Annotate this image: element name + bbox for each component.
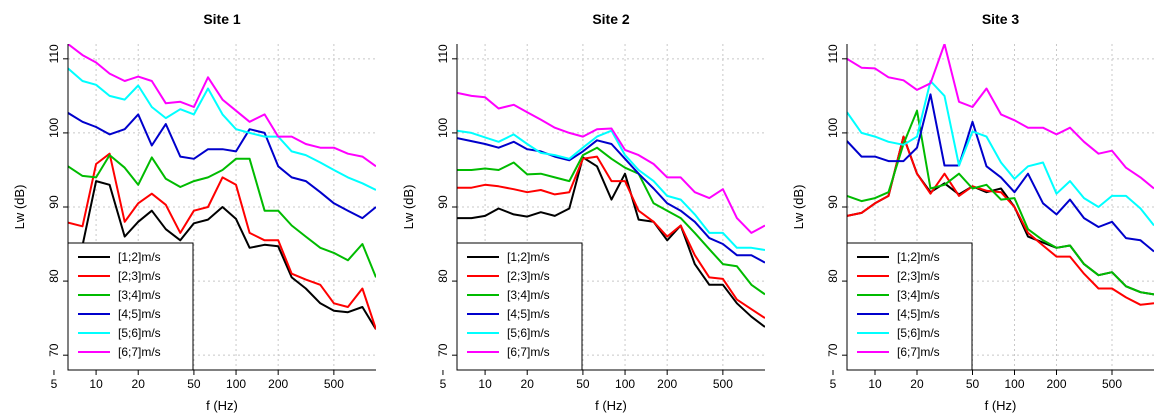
x-tick-label: 5 bbox=[51, 377, 58, 391]
panel-site-1: 70 80 90 100 110 5 10 20 50 100 200 500 f (Hz) Lw (dB… bbox=[12, 11, 376, 413]
panel-site-2: 70 80 90 100 110 5 10 20 50 100 200 500 f (Hz) Lw (dB… bbox=[401, 11, 765, 413]
x-tick-label: 100 bbox=[1004, 377, 1024, 391]
legend-label-5: [5;6]m/s bbox=[118, 326, 161, 340]
legend: [1;2]m/s [2;3]m/s [3;4]m/s [4;5]m/s [5;6]m/s… bbox=[67, 242, 194, 371]
y-tick-label: 90 bbox=[47, 195, 61, 209]
y-tick-label: 80 bbox=[436, 269, 450, 283]
series-line-1 bbox=[457, 156, 765, 328]
legend-label-4: [4;5]m/s bbox=[897, 307, 940, 321]
y-tick-label: 90 bbox=[826, 195, 840, 209]
series-line-6 bbox=[847, 44, 1154, 190]
y-tick-label: 70 bbox=[47, 343, 61, 357]
y-tick-label: 70 bbox=[826, 343, 840, 357]
y-tick-label: 100 bbox=[826, 118, 840, 138]
y-tick-label: 100 bbox=[47, 118, 61, 138]
legend-box bbox=[67, 242, 194, 371]
legend-label-2: [2;3]m/s bbox=[897, 269, 940, 283]
legend-label-2: [2;3]m/s bbox=[507, 269, 550, 283]
legend-label-1: [1;2]m/s bbox=[118, 250, 161, 264]
legend-box bbox=[456, 242, 583, 371]
x-tick-label: 200 bbox=[1046, 377, 1066, 391]
legend-box bbox=[846, 242, 973, 371]
legend: [1;2]m/s [2;3]m/s [3;4]m/s [4;5]m/s [5;6]m/s… bbox=[846, 242, 973, 371]
y-axis-label: Lw (dB) bbox=[401, 185, 416, 230]
series-line-4 bbox=[847, 93, 1154, 253]
legend-label-1: [1;2]m/s bbox=[507, 250, 550, 264]
x-tick-label: 20 bbox=[521, 377, 535, 391]
series-line-5 bbox=[68, 67, 376, 191]
series-line-1 bbox=[68, 180, 376, 330]
x-tick-label: 50 bbox=[576, 377, 590, 391]
y-tick-label: 80 bbox=[47, 269, 61, 283]
legend-label-3: [3;4]m/s bbox=[507, 288, 550, 302]
x-tick-label: 50 bbox=[187, 377, 201, 391]
x-tick-label: 5 bbox=[440, 377, 447, 391]
series-line-6 bbox=[457, 91, 765, 234]
y-tick-label: 110 bbox=[826, 44, 840, 63]
x-tick-label: 500 bbox=[1102, 377, 1122, 391]
panel-title: Site 1 bbox=[203, 11, 241, 27]
x-tick-label: 500 bbox=[713, 377, 733, 391]
legend-label-5: [5;6]m/s bbox=[897, 326, 940, 340]
series-line-3 bbox=[68, 154, 376, 278]
x-tick-label: 10 bbox=[478, 377, 492, 391]
legend-label-4: [4;5]m/s bbox=[118, 307, 161, 321]
panel-site-3: 70 80 90 100 110 5 10 20 50 100 200 500 f (Hz) Lw (dB… bbox=[791, 11, 1154, 413]
x-tick-label: 10 bbox=[868, 377, 882, 391]
series-line-5 bbox=[847, 80, 1154, 227]
legend-label-3: [3;4]m/s bbox=[897, 288, 940, 302]
legend-label-2: [2;3]m/s bbox=[118, 269, 161, 283]
legend-label-3: [3;4]m/s bbox=[118, 288, 161, 302]
legend-label-6: [6;7]m/s bbox=[118, 345, 161, 359]
series-line-4 bbox=[68, 112, 376, 220]
legend-label-6: [6;7]m/s bbox=[897, 345, 940, 359]
panel-title: Site 3 bbox=[982, 11, 1020, 27]
series-line-2 bbox=[68, 152, 376, 330]
series-line-3 bbox=[457, 146, 765, 296]
series-line-4 bbox=[457, 137, 765, 264]
y-tick-label: 110 bbox=[436, 44, 450, 63]
series-group bbox=[847, 44, 1154, 306]
x-tick-label: 500 bbox=[324, 377, 344, 391]
panel-title: Site 2 bbox=[592, 11, 630, 27]
legend-label-1: [1;2]m/s bbox=[897, 250, 940, 264]
y-tick-label: 90 bbox=[436, 195, 450, 209]
x-tick-label: 200 bbox=[657, 377, 677, 391]
x-tick-label: 20 bbox=[910, 377, 924, 391]
x-tick-label: 200 bbox=[268, 377, 288, 391]
series-line-3 bbox=[847, 109, 1154, 296]
x-tick-label: 10 bbox=[89, 377, 103, 391]
legend-label-4: [4;5]m/s bbox=[507, 307, 550, 321]
y-tick-label: 80 bbox=[826, 269, 840, 283]
series-group bbox=[68, 44, 376, 330]
series-group bbox=[457, 91, 765, 328]
y-tick-label: 70 bbox=[436, 343, 450, 357]
y-axis-label: Lw (dB) bbox=[12, 185, 27, 230]
x-axis-label: f (Hz) bbox=[595, 398, 627, 413]
legend-label-6: [6;7]m/s bbox=[507, 345, 550, 359]
y-tick-label: 100 bbox=[436, 118, 450, 138]
series-line-2 bbox=[457, 155, 765, 319]
legend: [1;2]m/s [2;3]m/s [3;4]m/s [4;5]m/s [5;6]m/s… bbox=[456, 242, 583, 371]
x-axis-label: f (Hz) bbox=[985, 398, 1017, 413]
series-line-2 bbox=[847, 135, 1154, 306]
x-tick-label: 50 bbox=[966, 377, 980, 391]
series-line-6 bbox=[68, 44, 376, 168]
legend-label-5: [5;6]m/s bbox=[507, 326, 550, 340]
y-axis-label: Lw (dB) bbox=[791, 185, 806, 230]
x-tick-label: 20 bbox=[132, 377, 146, 391]
x-tick-label: 100 bbox=[615, 377, 635, 391]
x-tick-label: 5 bbox=[830, 377, 837, 391]
y-tick-label: 110 bbox=[47, 44, 61, 63]
x-tick-label: 100 bbox=[226, 377, 246, 391]
x-axis-label: f (Hz) bbox=[206, 398, 238, 413]
series-line-5 bbox=[457, 129, 765, 251]
